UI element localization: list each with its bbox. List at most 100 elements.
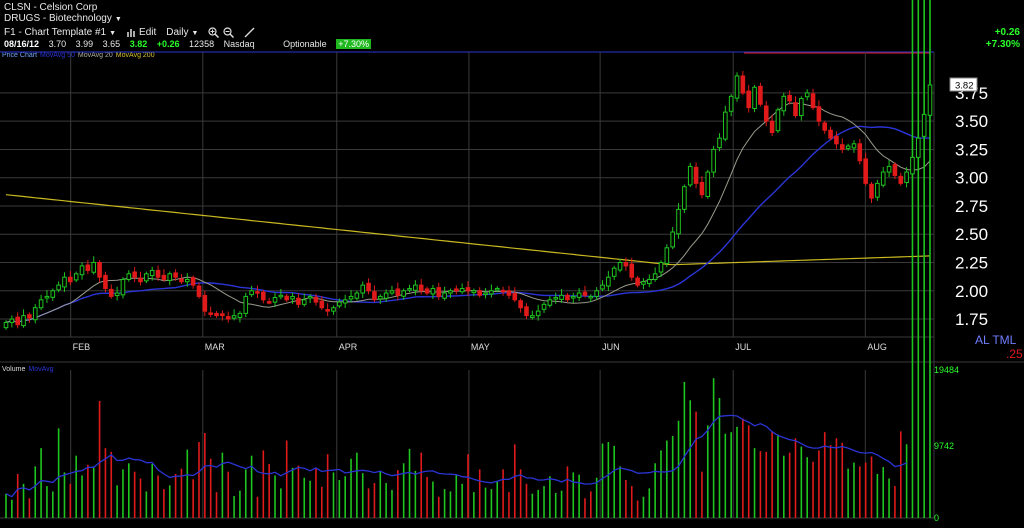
candle-body — [799, 98, 804, 117]
candle-body — [255, 291, 260, 294]
side-text-2: .25 — [1006, 347, 1023, 361]
price-tick-label: 2.00 — [955, 282, 988, 301]
candle-body — [582, 291, 588, 296]
template-selector[interactable]: F1 - Chart Template #1 ▼ — [4, 27, 116, 38]
candle-body — [348, 295, 354, 300]
dropdown-icon: ▼ — [109, 29, 117, 37]
candle-body — [728, 95, 734, 112]
candle-body — [389, 290, 395, 294]
price-tick-label: 3.25 — [955, 140, 988, 159]
candle-body — [559, 294, 564, 300]
price-tick-label: 3.50 — [955, 112, 988, 131]
candle-body — [108, 288, 114, 297]
candle-body — [746, 90, 752, 109]
candle-body — [97, 262, 102, 278]
quote-low: 3.65 — [102, 39, 121, 49]
candle-body — [734, 75, 740, 99]
candle-body — [401, 290, 406, 297]
candle-body — [670, 231, 675, 248]
candle-body — [606, 276, 611, 287]
candle-body — [337, 301, 342, 307]
candle-body — [261, 291, 266, 301]
quote-open: 3.70 — [48, 39, 67, 49]
period-selector[interactable]: Daily ▼ — [166, 27, 198, 38]
candle-body — [85, 264, 91, 271]
candle-body — [184, 278, 190, 283]
volume-tick-label: 0 — [934, 513, 939, 523]
pct-change-badge: +7.30% — [336, 39, 371, 49]
candle-body — [822, 122, 828, 131]
volume-tick-label: 19484 — [934, 365, 959, 375]
candle-body — [442, 292, 447, 299]
edit-button[interactable]: Edit — [126, 27, 156, 38]
candle-body — [436, 287, 442, 297]
candle-body — [611, 267, 617, 277]
current-price-label: 3.82 — [955, 81, 974, 92]
candle-body — [313, 296, 319, 303]
template-label: F1 - Chart Template #1 — [4, 26, 107, 38]
month-label: APR — [339, 342, 358, 352]
candle-body — [243, 295, 249, 314]
candle-body — [535, 310, 541, 317]
candle-body — [699, 181, 705, 196]
candle-body — [816, 106, 822, 122]
price-tick-label: 2.50 — [955, 225, 988, 244]
quote-exchange: Nasdaq — [223, 39, 255, 49]
zoom-out-icon[interactable] — [223, 26, 235, 38]
candle-body — [272, 297, 278, 303]
candle-body — [32, 307, 38, 321]
legend-ma50: MovAvg 50 — [40, 52, 75, 59]
candle-body — [646, 278, 652, 285]
bar-chart-icon — [127, 29, 136, 37]
chart-toolbar: F1 - Chart Template #1 ▼ Edit Daily ▼ — [4, 26, 255, 38]
candle-body — [91, 262, 97, 273]
candle-body — [38, 299, 44, 309]
edit-label: Edit — [139, 26, 157, 38]
symbol-title[interactable]: CLSN - Celsion Corp — [4, 2, 98, 13]
industry-selector[interactable]: DRUGS - Biotechnology ▼ — [4, 13, 122, 24]
dropdown-icon: ▼ — [114, 16, 122, 23]
candle-body — [395, 288, 401, 296]
candle-body — [886, 165, 892, 173]
candle-body — [775, 109, 781, 132]
price-legend: Price Chart MovAvg 50 MovAvg 20 MovAvg 200 — [2, 52, 158, 59]
candle-body — [711, 148, 716, 173]
candle-body — [114, 292, 120, 297]
candle-body — [693, 166, 699, 184]
candle-body — [623, 262, 629, 267]
candle-body — [810, 93, 816, 109]
candle-body — [904, 171, 909, 183]
industry-label: DRUGS - Biotechnology — [4, 13, 112, 24]
candle-body — [249, 290, 254, 296]
quote-change: +0.26 — [156, 39, 180, 49]
candle-body — [705, 171, 711, 197]
candle-body — [301, 299, 307, 305]
candle-body — [120, 278, 126, 296]
candle-body — [465, 287, 471, 292]
side-text: AL TML — [975, 333, 1017, 347]
candle-body — [565, 294, 570, 301]
candle-body — [576, 292, 582, 298]
candle-body — [126, 273, 132, 280]
zoom-in-icon[interactable] — [208, 26, 220, 38]
candle-body — [477, 290, 482, 296]
candle-body — [518, 300, 523, 309]
candle-body — [570, 295, 576, 299]
draw-line-icon[interactable] — [244, 27, 255, 38]
candle-body — [723, 111, 728, 140]
candle-body — [617, 262, 623, 271]
candle-body — [21, 315, 26, 327]
candle-body — [331, 307, 336, 312]
month-label: MAR — [205, 342, 226, 352]
month-label: AUG — [867, 342, 887, 352]
candle-body — [845, 145, 851, 150]
candle-body — [547, 299, 553, 306]
candle-body — [857, 143, 863, 162]
quote-volume: 12358 — [189, 39, 215, 49]
candle-body — [717, 137, 722, 149]
candle-body — [804, 92, 810, 98]
month-label: FEB — [73, 342, 91, 352]
candle-body — [430, 288, 436, 295]
candle-body — [839, 144, 845, 150]
